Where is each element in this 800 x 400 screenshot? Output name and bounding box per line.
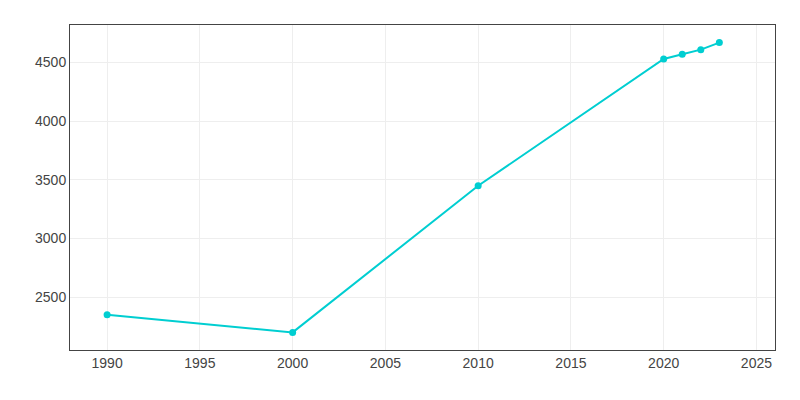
svg-text:2015: 2015 <box>555 355 586 371</box>
svg-text:4000: 4000 <box>35 113 66 129</box>
svg-text:2020: 2020 <box>648 355 679 371</box>
svg-text:1995: 1995 <box>184 355 215 371</box>
svg-text:2010: 2010 <box>463 355 494 371</box>
svg-text:4500: 4500 <box>35 54 66 70</box>
svg-text:3500: 3500 <box>35 172 66 188</box>
svg-text:2000: 2000 <box>277 355 308 371</box>
svg-text:2500: 2500 <box>35 289 66 305</box>
svg-text:1990: 1990 <box>92 355 123 371</box>
svg-text:2025: 2025 <box>741 355 772 371</box>
svg-text:2005: 2005 <box>370 355 401 371</box>
svg-text:3000: 3000 <box>35 230 66 246</box>
